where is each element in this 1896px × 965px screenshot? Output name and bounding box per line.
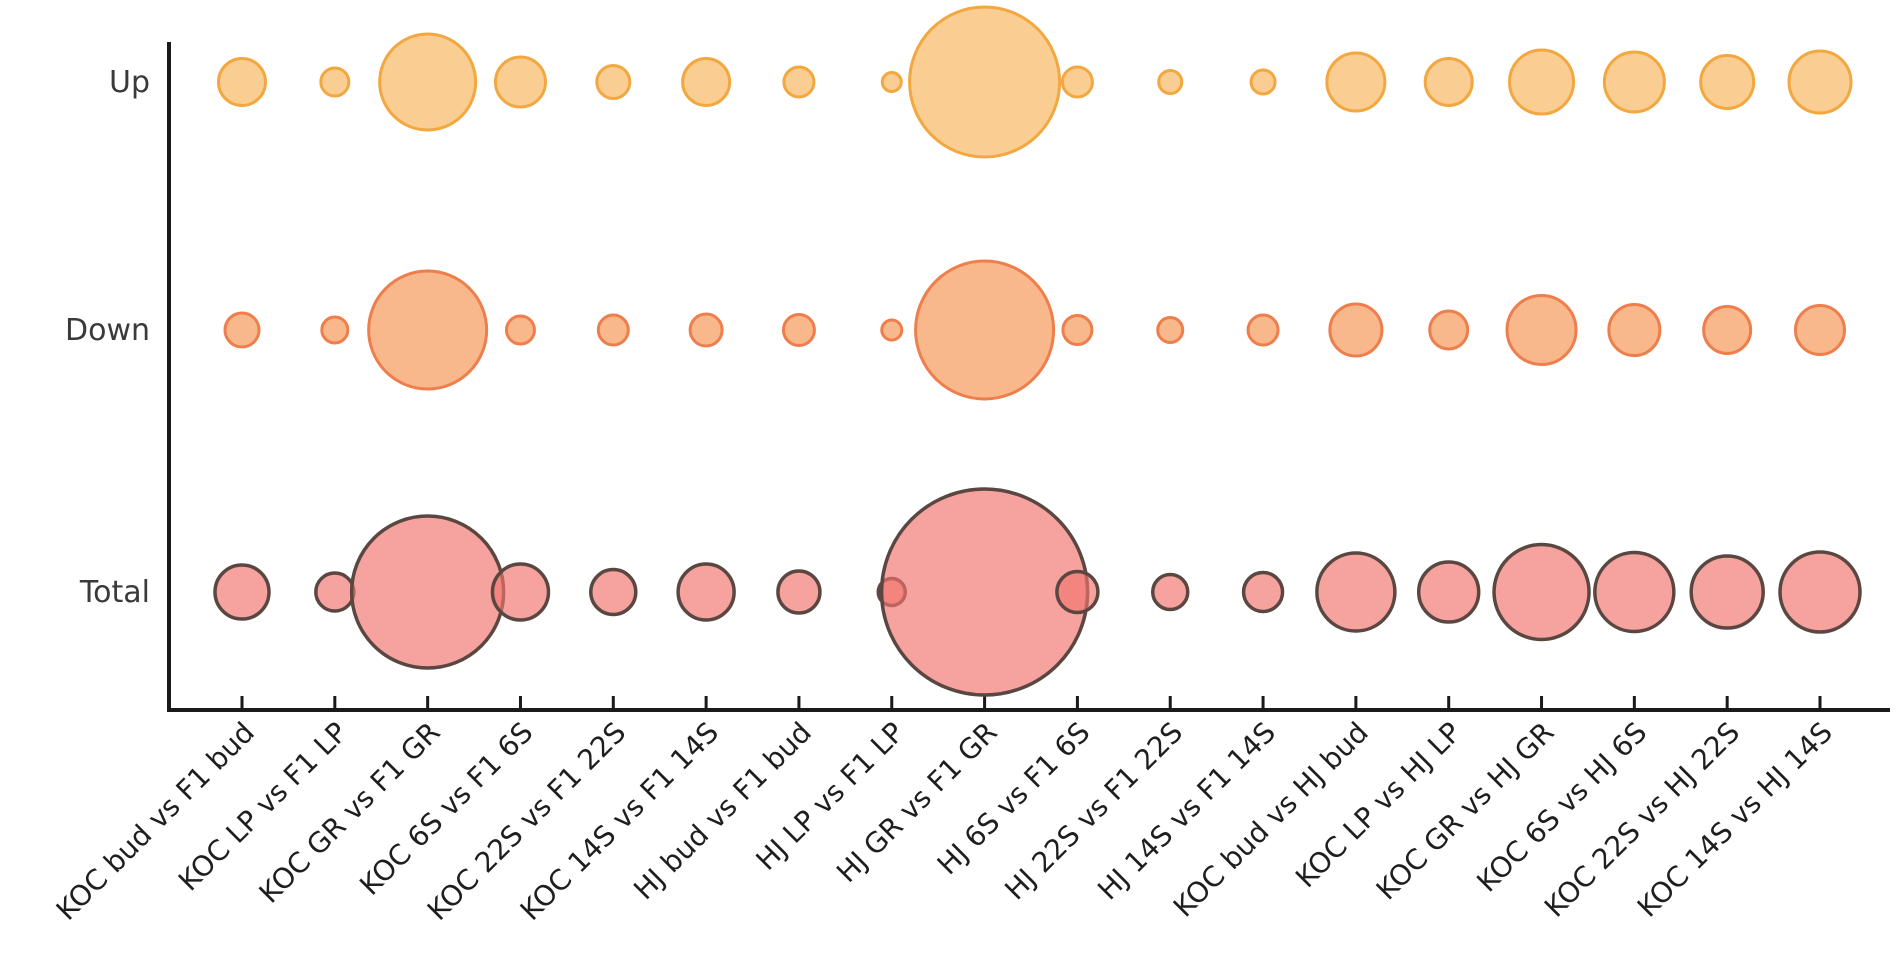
x-axis-label: KOC 6S vs HJ 6S [1470,716,1653,899]
bubble-total-7 [776,569,822,615]
bubble-total-18 [1778,550,1862,634]
bubble-total-3 [349,514,506,670]
bubble-up-12 [1249,68,1277,96]
bubble-up-2 [319,66,351,98]
x-axis-label: KOC LP vs F1 LP [172,716,354,898]
bubble-down-18 [1794,304,1846,356]
bubble-total-1 [213,563,271,621]
bubble-up-15 [1508,48,1576,116]
bubble-down-13 [1328,302,1384,358]
bubble-down-14 [1428,309,1470,351]
bubble-down-2 [320,315,350,345]
bubble-up-3 [378,32,478,132]
bubble-up-6 [681,57,732,107]
x-axis-label: HJ bud vs F1 bud [627,716,818,907]
bubble-total-11 [1150,572,1190,612]
x-axis-label: KOC GR vs F1 GR [253,716,447,910]
x-axis-label: HJ 22S vs F1 22S [998,716,1189,907]
bubble-down-6 [688,312,724,348]
bubble-down-15 [1505,294,1578,366]
bubble-total-4 [490,562,551,622]
bubble-up-16 [1602,50,1666,114]
x-axis-label: HJ 14S vs F1 14S [1091,716,1282,907]
bubble-up-8 [880,71,903,93]
bubble-total-14 [1416,560,1481,624]
bubble-total-5 [589,567,638,617]
bubble-down-12 [1246,313,1280,347]
bubble-down-9 [914,259,1056,401]
bubble-up-18 [1787,49,1853,115]
bubble-up-11 [1157,69,1184,95]
bubble-down-17 [1702,305,1753,355]
y-axis-label-up: Up [109,65,150,100]
bubble-total-15 [1492,542,1591,642]
bubble-up-5 [595,64,632,100]
bubble-up-7 [782,65,816,99]
x-axis-label: KOC 6S vs F1 6S [353,716,539,902]
bubble-up-4 [493,55,547,109]
bubble-total-6 [676,562,736,622]
bubble-down-5 [596,313,630,347]
y-axis-label-down: Down [65,313,150,348]
bubble-down-16 [1607,303,1662,357]
bubble-down-4 [504,314,536,346]
bubble-total-13 [1315,551,1397,633]
y-axis-label-total: Total [79,575,150,610]
bubble-up-1 [217,57,267,107]
bubble-up-14 [1423,57,1474,107]
bubble-down-11 [1156,316,1185,344]
bubble-total-16 [1593,550,1676,634]
bubble-down-7 [781,313,816,347]
bubble-up-9 [908,5,1062,159]
bubble-total-2 [314,571,356,613]
x-axis-label: KOC LP vs HJ LP [1289,716,1468,895]
bubble-total-17 [1689,554,1765,630]
x-axis-label: HJ GR vs F1 GR [830,716,1003,889]
x-axis-label: KOC GR vs HJ GR [1370,716,1561,907]
bubble-down-3 [367,269,489,391]
bubble-up-13 [1325,51,1387,113]
bubble-total-10 [1055,569,1100,615]
bubble-total-12 [1241,570,1285,614]
bubble-up-17 [1699,54,1756,110]
bubble-down-10 [1061,314,1094,346]
bubble-up-10 [1060,65,1094,99]
bubble-down-1 [223,311,261,349]
bubble-down-8 [880,318,904,342]
